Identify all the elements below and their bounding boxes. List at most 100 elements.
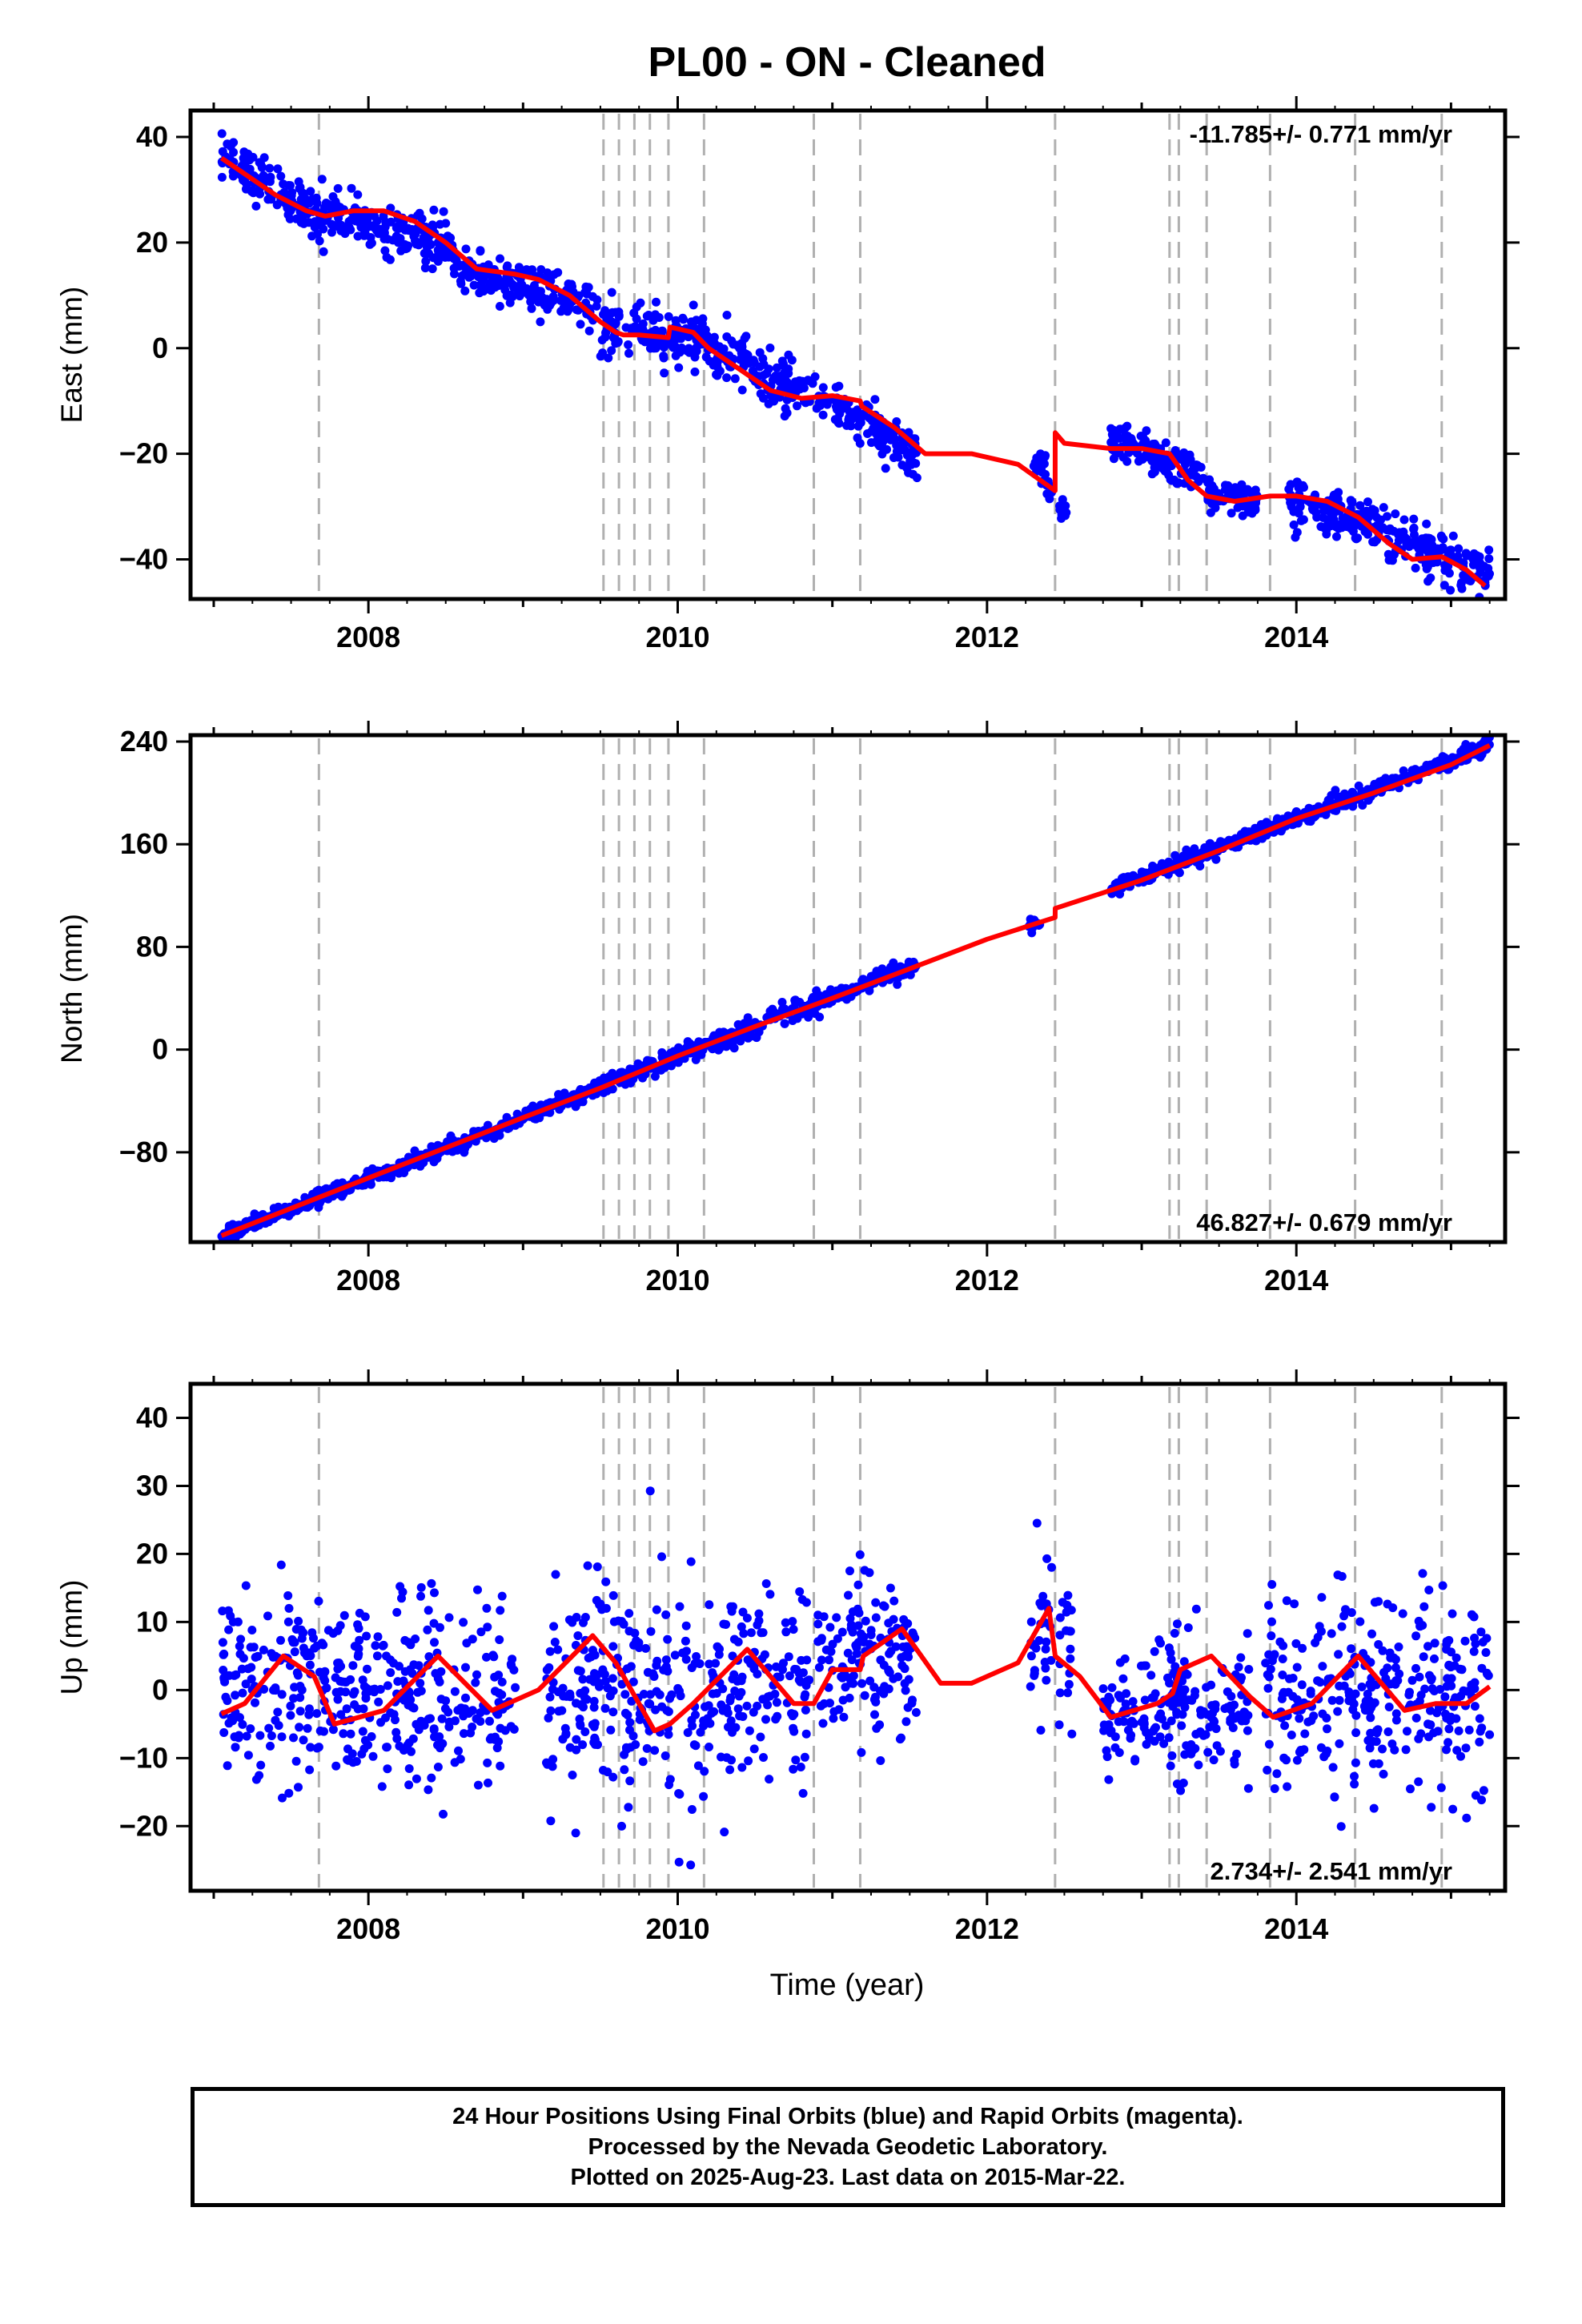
- data-point: [1411, 1713, 1421, 1723]
- data-point: [1440, 1692, 1450, 1702]
- data-point: [728, 1602, 737, 1611]
- data-point: [844, 1590, 853, 1600]
- data-point: [1367, 1629, 1376, 1638]
- data-point: [1123, 872, 1133, 882]
- data-point: [1102, 1746, 1111, 1755]
- data-point: [889, 1614, 898, 1624]
- data-point: [576, 1700, 585, 1710]
- data-point: [1151, 1723, 1160, 1732]
- data-point: [1230, 1759, 1239, 1769]
- data-point: [704, 1701, 713, 1711]
- data-point: [353, 190, 363, 199]
- data-point: [255, 1771, 264, 1780]
- x-tick-label: 2008: [336, 1264, 400, 1297]
- data-point: [572, 1735, 581, 1744]
- data-point: [1355, 1617, 1365, 1626]
- data-point: [299, 1643, 308, 1653]
- data-point: [310, 217, 319, 227]
- data-point: [825, 1622, 835, 1632]
- data-point: [737, 1763, 747, 1772]
- data-point: [765, 344, 775, 352]
- data-point: [1244, 1665, 1254, 1674]
- data-point: [722, 311, 732, 320]
- data-point: [267, 1731, 276, 1740]
- data-point: [333, 1664, 343, 1674]
- data-point: [1402, 534, 1411, 544]
- x-tick-label: 2010: [645, 1264, 709, 1297]
- data-point: [353, 1620, 363, 1630]
- data-point: [344, 223, 354, 232]
- data-point: [1161, 1721, 1170, 1731]
- data-point: [278, 1793, 287, 1803]
- data-point: [1418, 1621, 1427, 1630]
- data-point: [251, 1698, 259, 1707]
- data-point: [1404, 1690, 1414, 1699]
- data-point: [785, 1671, 794, 1681]
- data-point: [795, 1587, 805, 1596]
- data-point: [718, 1684, 728, 1694]
- data-point: [1155, 1732, 1165, 1742]
- data-point: [1401, 1745, 1411, 1755]
- data-point: [625, 1718, 635, 1727]
- y-tick-label: 0: [152, 332, 168, 364]
- data-point: [1146, 1671, 1156, 1680]
- data-point: [608, 1707, 618, 1717]
- data-point: [654, 313, 664, 322]
- data-point: [1355, 501, 1365, 510]
- data-point: [1126, 1734, 1135, 1743]
- data-point: [1267, 1617, 1276, 1626]
- data-point: [289, 1733, 298, 1743]
- data-point: [788, 1617, 797, 1626]
- data-point: [255, 1731, 265, 1740]
- data-point: [1291, 1638, 1301, 1648]
- data-point: [1066, 1654, 1075, 1663]
- data-point: [1351, 1728, 1361, 1738]
- data-point: [873, 435, 882, 444]
- data-point: [765, 1691, 775, 1701]
- data-point: [729, 1634, 739, 1644]
- data-point: [773, 1711, 782, 1721]
- data-point: [496, 1606, 505, 1615]
- data-point: [848, 414, 857, 424]
- data-point: [548, 1755, 558, 1764]
- data-point: [760, 1650, 769, 1659]
- data-point: [284, 1788, 294, 1798]
- data-point: [1211, 1724, 1221, 1734]
- data-point: [310, 1643, 319, 1653]
- data-point: [815, 1012, 825, 1022]
- data-point: [439, 1809, 448, 1819]
- data-point: [772, 1698, 781, 1707]
- data-point: [283, 181, 293, 190]
- data-point: [1426, 573, 1435, 583]
- data-point: [1280, 1721, 1290, 1731]
- data-point: [1145, 451, 1154, 460]
- data-point: [379, 211, 388, 221]
- data-point: [1261, 1659, 1271, 1668]
- data-point: [1124, 438, 1134, 448]
- data-point: [246, 1724, 255, 1734]
- data-point: [837, 1673, 847, 1683]
- data-point: [376, 226, 386, 235]
- data-point: [454, 1746, 463, 1755]
- data-point: [791, 995, 800, 1005]
- y-tick-label: 10: [136, 1605, 168, 1638]
- data-point: [625, 1776, 635, 1786]
- data-point: [338, 1677, 347, 1687]
- data-point: [484, 1778, 492, 1787]
- data-point: [739, 348, 749, 357]
- data-point: [1426, 1720, 1435, 1730]
- data-point: [1279, 1753, 1289, 1763]
- data-point: [609, 1617, 619, 1626]
- data-point: [223, 139, 232, 149]
- data-point: [674, 1789, 684, 1798]
- data-point: [1267, 1580, 1277, 1589]
- data-point: [1122, 421, 1132, 431]
- data-point: [1243, 1783, 1253, 1793]
- data-point: [777, 998, 787, 1007]
- data-point: [513, 282, 523, 292]
- data-point: [1212, 1741, 1222, 1751]
- data-point: [437, 1714, 447, 1723]
- data-point: [1128, 1697, 1138, 1707]
- data-point: [327, 227, 336, 237]
- y-tick-label: −20: [119, 437, 168, 470]
